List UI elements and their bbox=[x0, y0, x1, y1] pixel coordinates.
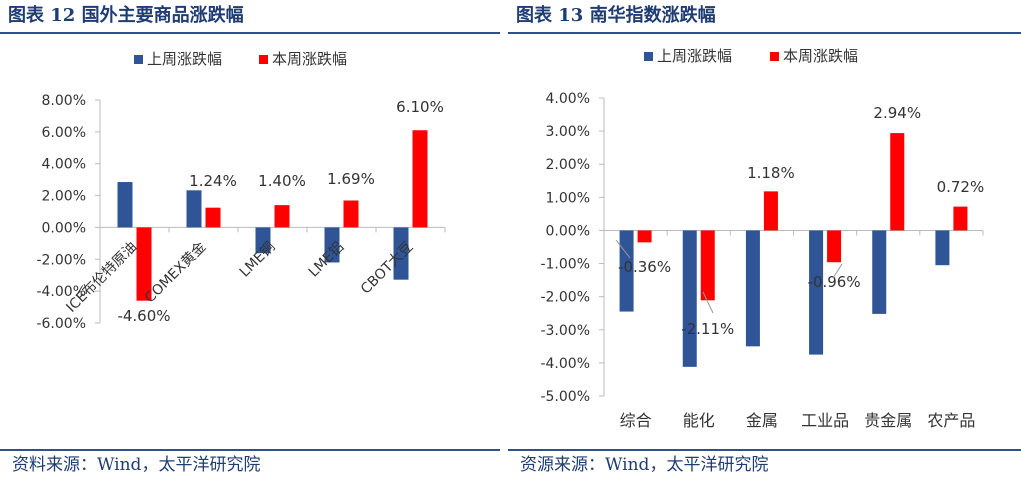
bar-last-week-3 bbox=[255, 227, 271, 254]
chart-title: 图表 12 国外主要商品涨跌幅 bbox=[8, 5, 244, 26]
bar-this-week-5 bbox=[890, 133, 905, 231]
category-label-2: 能化 bbox=[683, 411, 715, 430]
y-tick-label: -3.00% bbox=[540, 323, 590, 339]
data-label-3: 1.18% bbox=[747, 164, 795, 182]
source-note: 资料来源：Wind，太平洋研究院 bbox=[12, 455, 261, 475]
y-tick-label: 4.00% bbox=[42, 157, 86, 173]
category-label-1: 综合 bbox=[620, 411, 652, 430]
legend-swatch-1 bbox=[134, 55, 143, 64]
category-label-5: 贵金属 bbox=[864, 411, 912, 430]
title-divider bbox=[508, 32, 1021, 34]
data-label-4: -0.96% bbox=[808, 273, 861, 291]
legend-swatch-2 bbox=[259, 55, 268, 64]
y-tick-label: 2.00% bbox=[42, 189, 86, 205]
bar-this-week-2 bbox=[205, 207, 221, 228]
legend-label-1: 上周涨跌幅 bbox=[147, 50, 222, 68]
data-label-1: -4.60% bbox=[117, 307, 170, 325]
bar-last-week-2 bbox=[186, 190, 202, 228]
chart-panel-foreign-commodities: 图表 12 国外主要商品涨跌幅 上周涨跌幅 本周涨跌幅 8.00% 6.00% 4.00… bbox=[0, 0, 500, 480]
chart-panel-nanhua-index: 图表 13 南华指数涨跌幅 上周涨跌幅 本周涨跌幅 4.00% 3.00% 2.00% 1… bbox=[508, 0, 1021, 480]
category-label-4: 工业品 bbox=[801, 411, 849, 430]
y-tick-label: 2.00% bbox=[546, 157, 590, 173]
y-tick-label: -6.00% bbox=[36, 316, 86, 332]
y-tick-label: -2.00% bbox=[540, 290, 590, 306]
y-tick-label: -2.00% bbox=[36, 252, 86, 268]
bar-last-week-3 bbox=[745, 230, 760, 347]
data-label-5: 2.94% bbox=[873, 104, 921, 122]
legend-label-2: 本周涨跌幅 bbox=[783, 47, 858, 65]
y-tick-label: 3.00% bbox=[546, 124, 590, 140]
bar-this-week-1 bbox=[637, 230, 652, 243]
bar-this-week-5 bbox=[412, 130, 428, 228]
bar-this-week-4 bbox=[827, 230, 842, 263]
y-tick-label: 0.00% bbox=[546, 223, 590, 239]
source-divider bbox=[0, 449, 500, 451]
data-label-3: 1.40% bbox=[258, 172, 306, 190]
legend-swatch-1 bbox=[644, 52, 653, 61]
data-label-6: 0.72% bbox=[937, 178, 985, 196]
category-label-6: 农产品 bbox=[927, 411, 975, 430]
y-tick-label: -4.00% bbox=[540, 356, 590, 372]
bar-last-week-1 bbox=[117, 182, 133, 228]
bar-this-week-3 bbox=[274, 205, 290, 228]
label-leader-line bbox=[702, 291, 714, 314]
legend-swatch-2 bbox=[770, 52, 779, 61]
bar-last-week-4 bbox=[809, 230, 824, 355]
legend-label-1: 上周涨跌幅 bbox=[657, 47, 732, 65]
nanhua-index-bar-chart: 上周涨跌幅 本周涨跌幅 4.00% 3.00% 2.00% 1.00% 0.00% -1.00… bbox=[540, 47, 985, 430]
bar-this-week-6 bbox=[953, 206, 968, 231]
y-tick-label: 4.00% bbox=[546, 91, 590, 107]
bar-this-week-1 bbox=[136, 227, 152, 301]
label-leader-line bbox=[832, 263, 843, 279]
label-leader-line bbox=[615, 239, 631, 259]
bar-last-week-2 bbox=[682, 230, 697, 367]
y-tick-label: 8.00% bbox=[42, 93, 86, 109]
data-label-2: -2.11% bbox=[681, 320, 734, 338]
y-tick-label: 0.00% bbox=[42, 220, 86, 236]
source-divider bbox=[508, 449, 1021, 451]
y-tick-label: -1.00% bbox=[540, 257, 590, 273]
data-label-5: 6.10% bbox=[396, 98, 444, 116]
bar-this-week-2 bbox=[700, 230, 715, 301]
bar-last-week-6 bbox=[935, 230, 950, 266]
chart-title: 图表 13 南华指数涨跌幅 bbox=[516, 5, 716, 26]
source-note: 资源来源：Wind，太平洋研究院 bbox=[520, 455, 769, 475]
y-tick-label: -4.00% bbox=[36, 284, 86, 300]
category-label-1: ICE布伦特原油 bbox=[63, 239, 140, 316]
bar-last-week-4 bbox=[324, 227, 340, 263]
bar-this-week-4 bbox=[343, 200, 359, 228]
y-tick-label: 1.00% bbox=[546, 190, 590, 206]
bar-last-week-5 bbox=[872, 230, 887, 314]
category-label-3: 金属 bbox=[746, 411, 778, 430]
foreign-commodities-bar-chart: 上周涨跌幅 本周涨跌幅 8.00% 6.00% 4.00% 2.00% 0.00% -2.00… bbox=[36, 50, 446, 332]
data-label-1: -0.36% bbox=[618, 258, 671, 276]
bar-this-week-3 bbox=[763, 191, 778, 231]
legend-label-2: 本周涨跌幅 bbox=[272, 50, 347, 68]
title-divider bbox=[0, 32, 500, 34]
y-tick-label: 6.00% bbox=[42, 125, 86, 141]
data-label-2: 1.24% bbox=[189, 172, 237, 190]
bar-last-week-1 bbox=[619, 230, 634, 312]
y-tick-label: -5.00% bbox=[540, 389, 590, 405]
data-label-4: 1.69% bbox=[327, 170, 375, 188]
bar-last-week-5 bbox=[393, 227, 409, 280]
